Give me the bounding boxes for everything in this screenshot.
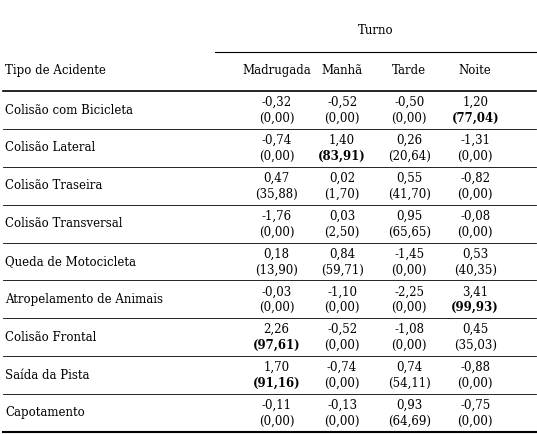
Text: Saída da Pista: Saída da Pista (5, 368, 90, 381)
Text: (40,35): (40,35) (454, 263, 497, 276)
Text: (0,00): (0,00) (324, 415, 360, 428)
Text: Capotamento: Capotamento (5, 406, 85, 419)
Text: (0,00): (0,00) (391, 112, 427, 125)
Text: -0,32: -0,32 (262, 96, 292, 109)
Text: Colisão Transversal: Colisão Transversal (5, 217, 123, 230)
Text: -1,76: -1,76 (262, 210, 292, 223)
Text: 0,26: 0,26 (396, 134, 422, 147)
Text: -1,08: -1,08 (394, 323, 424, 336)
Text: (0,00): (0,00) (324, 301, 360, 314)
Text: (59,71): (59,71) (321, 263, 364, 276)
Text: (77,04): (77,04) (452, 112, 499, 125)
Text: (0,00): (0,00) (259, 225, 294, 238)
Text: -0,08: -0,08 (460, 210, 490, 223)
Text: (0,00): (0,00) (391, 301, 427, 314)
Text: (13,90): (13,90) (255, 263, 298, 276)
Text: 3,41: 3,41 (462, 285, 488, 298)
Text: -0,52: -0,52 (327, 96, 357, 109)
Text: 0,45: 0,45 (462, 323, 488, 336)
Text: (0,00): (0,00) (324, 112, 360, 125)
Text: (0,00): (0,00) (391, 263, 427, 276)
Text: (65,65): (65,65) (388, 225, 431, 238)
Text: Colisão com Bicicleta: Colisão com Bicicleta (5, 104, 133, 117)
Text: Atropelamento de Animais: Atropelamento de Animais (5, 293, 163, 306)
Text: (0,00): (0,00) (458, 225, 493, 238)
Text: Tipo de Acidente: Tipo de Acidente (5, 64, 106, 77)
Text: Turno: Turno (358, 24, 393, 37)
Text: (20,64): (20,64) (388, 150, 431, 163)
Text: 0,47: 0,47 (264, 172, 289, 185)
Text: (41,70): (41,70) (388, 187, 431, 201)
Text: (0,00): (0,00) (259, 112, 294, 125)
Text: -0,52: -0,52 (327, 323, 357, 336)
Text: (35,88): (35,88) (255, 187, 298, 201)
Text: Noite: Noite (459, 64, 491, 77)
Text: 1,40: 1,40 (329, 134, 355, 147)
Text: (54,11): (54,11) (388, 377, 431, 390)
Text: 0,74: 0,74 (396, 361, 422, 374)
Text: -0,03: -0,03 (262, 285, 292, 298)
Text: (0,00): (0,00) (259, 150, 294, 163)
Text: (64,69): (64,69) (388, 415, 431, 428)
Text: -0,75: -0,75 (460, 399, 490, 412)
Text: 0,84: 0,84 (329, 247, 355, 260)
Text: 0,93: 0,93 (396, 399, 422, 412)
Text: (0,00): (0,00) (324, 377, 360, 390)
Text: 2,26: 2,26 (264, 323, 289, 336)
Text: 0,95: 0,95 (396, 210, 422, 223)
Text: (0,00): (0,00) (259, 301, 294, 314)
Text: Colisão Lateral: Colisão Lateral (5, 141, 96, 155)
Text: (1,70): (1,70) (324, 187, 360, 201)
Text: (2,50): (2,50) (324, 225, 360, 238)
Text: -0,13: -0,13 (327, 399, 357, 412)
Text: (0,00): (0,00) (458, 150, 493, 163)
Text: -0,50: -0,50 (394, 96, 424, 109)
Text: 0,55: 0,55 (396, 172, 422, 185)
Text: (99,93): (99,93) (452, 301, 499, 314)
Text: -0,88: -0,88 (460, 361, 490, 374)
Text: (0,00): (0,00) (458, 415, 493, 428)
Text: (0,00): (0,00) (458, 377, 493, 390)
Text: (91,16): (91,16) (253, 377, 300, 390)
Text: (0,00): (0,00) (391, 339, 427, 352)
Text: Colisão Frontal: Colisão Frontal (5, 331, 97, 344)
Text: -0,74: -0,74 (262, 134, 292, 147)
Text: 1,20: 1,20 (462, 96, 488, 109)
Text: (0,00): (0,00) (324, 339, 360, 352)
Text: 0,18: 0,18 (264, 247, 289, 260)
Text: (97,61): (97,61) (253, 339, 300, 352)
Text: (35,03): (35,03) (454, 339, 497, 352)
Text: Madrugada: Madrugada (242, 64, 311, 77)
Text: -2,25: -2,25 (394, 285, 424, 298)
Text: 0,53: 0,53 (462, 247, 488, 260)
Text: -0,74: -0,74 (327, 361, 357, 374)
Text: (83,91): (83,91) (318, 150, 366, 163)
Text: -1,31: -1,31 (460, 134, 490, 147)
Text: (0,00): (0,00) (259, 415, 294, 428)
Text: 0,03: 0,03 (329, 210, 355, 223)
Text: Tarde: Tarde (392, 64, 426, 77)
Text: -1,45: -1,45 (394, 247, 424, 260)
Text: -1,10: -1,10 (327, 285, 357, 298)
Text: 0,02: 0,02 (329, 172, 355, 185)
Text: Queda de Motocicleta: Queda de Motocicleta (5, 255, 136, 268)
Text: (0,00): (0,00) (458, 187, 493, 201)
Text: 1,70: 1,70 (264, 361, 289, 374)
Text: Colisão Traseira: Colisão Traseira (5, 179, 103, 192)
Text: -0,11: -0,11 (262, 399, 292, 412)
Text: -0,82: -0,82 (460, 172, 490, 185)
Text: Manhã: Manhã (322, 64, 362, 77)
